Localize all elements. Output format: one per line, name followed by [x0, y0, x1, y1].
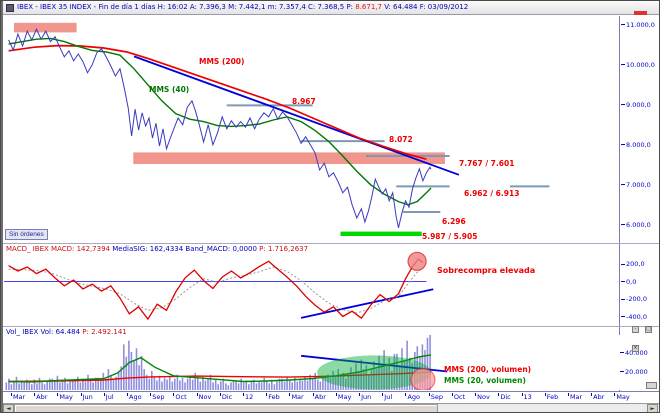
volume-header: Vol_ IBEX Vol: 64.484 P: 2.492.141 — [6, 328, 127, 336]
scroll-left-icon[interactable]: ◄ — [3, 404, 14, 412]
app-icon — [6, 4, 14, 12]
svg-text:6.962 / 6.913: 6.962 / 6.913 — [464, 189, 519, 198]
volume-y-axis: 40.000 20.000 — [619, 335, 659, 390]
macd-y-axis: 200,0 0,0 -200,0 -400,0 — [619, 244, 659, 326]
svg-text:5.987 / 5.905: 5.987 / 5.905 — [422, 232, 477, 241]
title-bar[interactable]: IBEX - IBEX 35 INDEX - Fin de día 1 días… — [3, 1, 659, 15]
svg-text:7.767 / 7.601: 7.767 / 7.601 — [459, 159, 514, 168]
svg-text:MMS (20, volumen): MMS (20, volumen) — [444, 376, 526, 385]
horizontal-scrollbar[interactable]: ◄ ► — [3, 403, 659, 412]
left-window-edge — [1, 1, 3, 412]
svg-text:MMS (200, volumen): MMS (200, volumen) — [444, 365, 531, 374]
svg-text:6.296: 6.296 — [442, 217, 466, 226]
axis-mini-button[interactable] — [646, 382, 657, 389]
panel-divider-1 — [3, 243, 659, 244]
scroll-right-icon[interactable]: ► — [647, 404, 658, 412]
svg-text:8.967: 8.967 — [292, 97, 316, 106]
price-y-axis: 11.000,0 10.000,0 9.000,0 8.000,0 7.000,0 6.0… — [619, 16, 659, 243]
close-icon[interactable]: × — [632, 345, 639, 352]
window-title: IBEX - IBEX 35 INDEX - Fin de día 1 días… — [17, 3, 469, 11]
maximize-icon[interactable]: □ — [645, 326, 653, 333]
volume-window-controls: - □ × — [631, 326, 659, 364]
scroll-thumb[interactable] — [14, 404, 438, 412]
panel-divider-2 — [3, 326, 659, 327]
svg-text:MMS (200): MMS (200) — [199, 57, 244, 66]
volume-chart[interactable]: MMS (200, volumen) MMS (20, volumen) — [4, 335, 619, 390]
svg-text:8.072: 8.072 — [389, 135, 413, 144]
macd-header: MACD_ IBEX MACD: 142,7394 MediaSIG: 162,… — [6, 245, 309, 253]
axis-top-marker — [634, 11, 647, 15]
svg-text:Sobrecompra elevada: Sobrecompra elevada — [437, 266, 535, 275]
macd-chart[interactable]: Sobrecompra elevada — [4, 244, 619, 326]
price-chart[interactable]: MMS (200) MMS (40) 8.967 8.072 7.767 / 7.601… — [4, 16, 619, 243]
orders-button[interactable]: Sin órdenes — [5, 229, 48, 240]
x-axis: Mar Abr May Jun Jul Ago Sep Oct Nov Dic 12 Feb Mar Ab… — [4, 391, 630, 403]
svg-text:MMS (40): MMS (40) — [149, 85, 189, 94]
minimize-icon[interactable]: - — [632, 326, 639, 333]
